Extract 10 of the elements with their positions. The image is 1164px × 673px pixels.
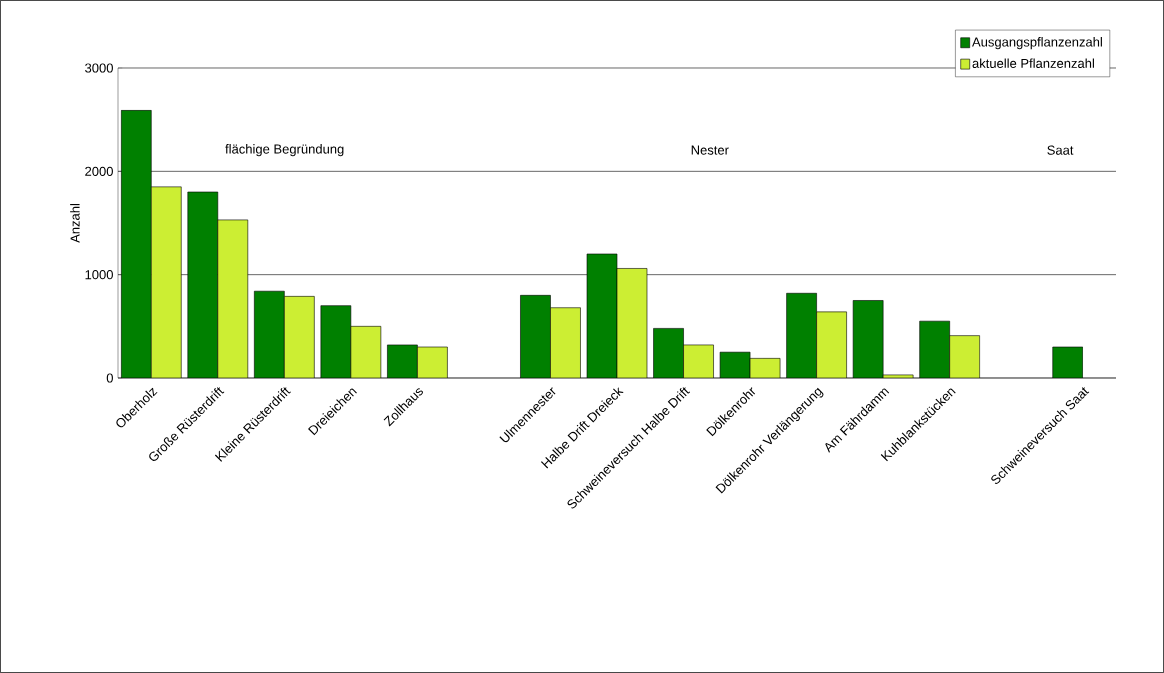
y-tick-label: 2000 [85,166,113,176]
y-axis-title: Anzahl [70,204,80,243]
legend-label: aktuelle Pflanzenzahl [972,58,1094,68]
y-tick-label: 3000 [85,63,113,73]
y-tick-label: 0 [106,373,113,383]
legend-label: Ausgangspflanzenzahl [972,37,1102,50]
y-tick-label: 1000 [85,270,113,280]
annotation: Nester [691,145,729,155]
annotation: Saat [1047,145,1074,155]
annotation: flächige Begründung [225,144,344,157]
